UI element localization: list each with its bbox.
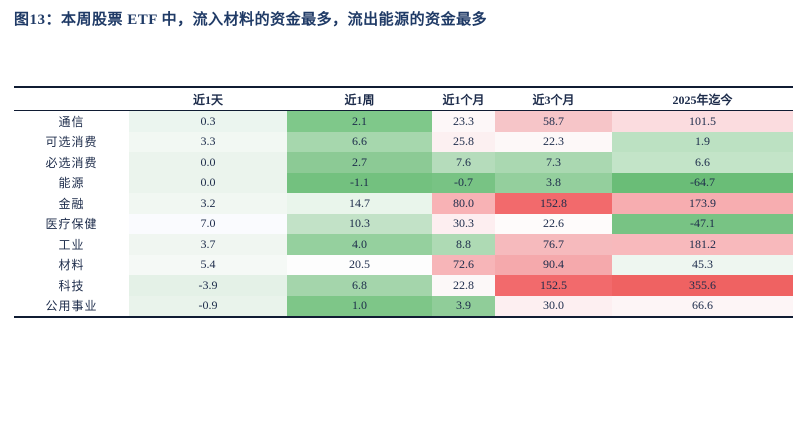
table-row: 材料 5.4 20.5 72.6 90.4 45.3 — [14, 254, 793, 275]
value-cell: 8.8 — [432, 234, 495, 255]
column-header-2: 近1周 — [287, 87, 432, 111]
value-cell: 6.6 — [612, 152, 793, 173]
value-cell: 173.9 — [612, 193, 793, 214]
value-cell: 3.9 — [432, 295, 495, 317]
value-cell: 0.0 — [129, 172, 287, 193]
row-label: 医疗保健 — [14, 213, 129, 234]
table-row: 必选消费 0.0 2.7 7.6 7.3 6.6 — [14, 152, 793, 173]
column-header-3: 近1个月 — [432, 87, 495, 111]
value-cell: 30.0 — [495, 295, 612, 317]
value-cell: 66.6 — [612, 295, 793, 317]
value-cell: -1.1 — [287, 172, 432, 193]
value-cell: 25.8 — [432, 131, 495, 152]
column-header-5: 2025年迄今 — [612, 87, 793, 111]
row-label: 可选消费 — [14, 131, 129, 152]
header-row: 近1天 近1周 近1个月 近3个月 2025年迄今 — [14, 87, 793, 111]
row-label: 科技 — [14, 275, 129, 296]
value-cell: 3.3 — [129, 131, 287, 152]
row-label: 工业 — [14, 234, 129, 255]
table-row: 医疗保健 7.0 10.3 30.3 22.6 -47.1 — [14, 213, 793, 234]
row-label: 通信 — [14, 110, 129, 132]
value-cell: 72.6 — [432, 254, 495, 275]
row-label: 材料 — [14, 254, 129, 275]
value-cell: 0.0 — [129, 152, 287, 173]
column-header-1: 近1天 — [129, 87, 287, 111]
value-cell: 14.7 — [287, 193, 432, 214]
value-cell: 3.2 — [129, 193, 287, 214]
value-cell: 22.8 — [432, 275, 495, 296]
row-label: 能源 — [14, 172, 129, 193]
value-cell: 30.3 — [432, 213, 495, 234]
value-cell: 152.5 — [495, 275, 612, 296]
table-row: 公用事业 -0.9 1.0 3.9 30.0 66.6 — [14, 295, 793, 317]
value-cell: 6.8 — [287, 275, 432, 296]
column-header-4: 近3个月 — [495, 87, 612, 111]
value-cell: 3.8 — [495, 172, 612, 193]
value-cell: -0.7 — [432, 172, 495, 193]
value-cell: 80.0 — [432, 193, 495, 214]
value-cell: -64.7 — [612, 172, 793, 193]
value-cell: 2.7 — [287, 152, 432, 173]
row-label-header — [14, 87, 129, 111]
value-cell: 6.6 — [287, 131, 432, 152]
etf-flow-table: 近1天 近1周 近1个月 近3个月 2025年迄今 通信 0.3 2.1 23.3 58.7 10… — [14, 86, 793, 318]
table-row: 工业 3.7 4.0 8.8 76.7 181.2 — [14, 234, 793, 255]
value-cell: 10.3 — [287, 213, 432, 234]
value-cell: -47.1 — [612, 213, 793, 234]
value-cell: -3.9 — [129, 275, 287, 296]
value-cell: 23.3 — [432, 110, 495, 132]
value-cell: 4.0 — [287, 234, 432, 255]
table-row: 金融 3.2 14.7 80.0 152.8 173.9 — [14, 193, 793, 214]
value-cell: 45.3 — [612, 254, 793, 275]
value-cell: 20.5 — [287, 254, 432, 275]
value-cell: 7.3 — [495, 152, 612, 173]
value-cell: -0.9 — [129, 295, 287, 317]
row-label: 必选消费 — [14, 152, 129, 173]
value-cell: 2.1 — [287, 110, 432, 132]
value-cell: 1.9 — [612, 131, 793, 152]
table-row: 科技 -3.9 6.8 22.8 152.5 355.6 — [14, 275, 793, 296]
figure-title: 图13：本周股票 ETF 中，流入材料的资金最多，流出能源的资金最多 — [14, 12, 488, 28]
value-cell: 7.6 — [432, 152, 495, 173]
row-label: 公用事业 — [14, 295, 129, 317]
value-cell: 152.8 — [495, 193, 612, 214]
value-cell: 7.0 — [129, 213, 287, 234]
value-cell: 22.3 — [495, 131, 612, 152]
value-cell: 0.3 — [129, 110, 287, 132]
value-cell: 1.0 — [287, 295, 432, 317]
value-cell: 355.6 — [612, 275, 793, 296]
table-row: 可选消费 3.3 6.6 25.8 22.3 1.9 — [14, 131, 793, 152]
value-cell: 90.4 — [495, 254, 612, 275]
value-cell: 22.6 — [495, 213, 612, 234]
value-cell: 3.7 — [129, 234, 287, 255]
value-cell: 5.4 — [129, 254, 287, 275]
value-cell: 101.5 — [612, 110, 793, 132]
value-cell: 58.7 — [495, 110, 612, 132]
value-cell: 76.7 — [495, 234, 612, 255]
row-label: 金融 — [14, 193, 129, 214]
value-cell: 181.2 — [612, 234, 793, 255]
table-row: 通信 0.3 2.1 23.3 58.7 101.5 — [14, 110, 793, 132]
table-row: 能源 0.0 -1.1 -0.7 3.8 -64.7 — [14, 172, 793, 193]
